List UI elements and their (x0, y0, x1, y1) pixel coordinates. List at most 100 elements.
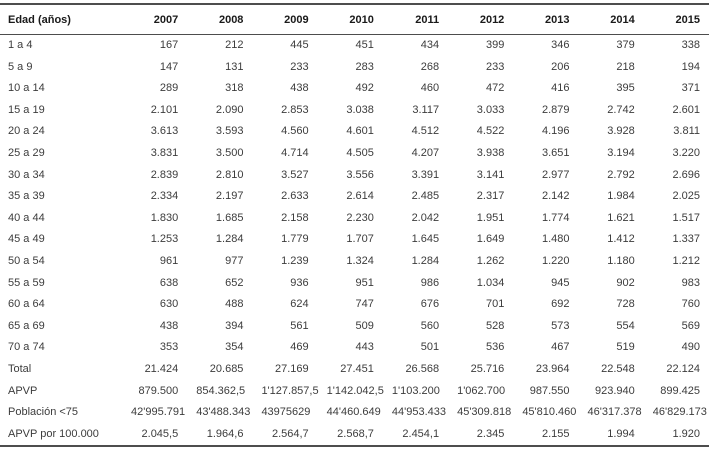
value-cell: 3.613 (150, 125, 179, 138)
value-cell: 4.207 (411, 146, 440, 159)
value-cell: 652 (225, 276, 244, 289)
table-header: Edad (años) 2007 2008 2009 2010 2011 201… (0, 4, 709, 35)
value-cell: 1'062.700 (457, 384, 506, 397)
value-cell: 2.230 (346, 211, 374, 224)
value-cell: 923.940 (594, 384, 635, 397)
value-cell: 1.951 (476, 211, 505, 224)
header-year-2012: 2012 (448, 4, 514, 35)
value-cell: 43975629 (261, 406, 311, 419)
value-cell: 2.568,7 (337, 427, 374, 440)
value-cell: 4.560 (281, 125, 309, 138)
value-cell: 4.196 (542, 125, 570, 138)
value-cell: 2.601 (672, 103, 700, 116)
value-cell: 43'488.343 (196, 406, 251, 419)
value-cell: 2.792 (607, 168, 635, 181)
table-row: 65 a 69 438 394 561 509 560 528 573 554 569 (0, 316, 709, 338)
value-cell: 2.317 (476, 190, 505, 203)
value-cell: 1'142.042,5 (326, 384, 384, 397)
value-cell: 1.253 (150, 233, 179, 246)
table-row: Población <75 42'995.791 43'488.343 4397562… (0, 402, 709, 424)
row-label: APVP (8, 384, 38, 397)
table-row: Total 21.424 20.685 27.169 27.451 26.568 25.71… (0, 359, 709, 381)
value-cell: 1'103.200 (391, 384, 440, 397)
header-row: Edad (años) 2007 2008 2009 2010 2011 201… (0, 4, 709, 35)
value-cell: 1.239 (281, 254, 309, 267)
value-cell: 147 (159, 60, 179, 73)
value-cell: 467 (551, 341, 570, 354)
value-cell: 25.716 (470, 362, 505, 375)
value-cell: 2.614 (346, 190, 374, 203)
value-cell: 1.964,6 (206, 427, 244, 440)
value-cell: 44'953.433 (391, 406, 446, 419)
value-cell: 26.568 (405, 362, 440, 375)
value-cell: 438 (290, 82, 309, 95)
value-cell: 42'995.791 (131, 406, 186, 419)
value-cell: 2.564,7 (271, 427, 309, 440)
value-cell: 2.042 (411, 211, 440, 224)
value-cell: 45'810.460 (522, 406, 577, 419)
header-year-2010: 2010 (317, 4, 383, 35)
value-cell: 212 (225, 39, 244, 51)
value-cell: 1.920 (672, 427, 700, 440)
value-cell: 1.984 (607, 190, 635, 203)
table-row: 1 a 4 167 212 445 451 434 399 346 379 338 (0, 35, 709, 57)
value-cell: 692 (551, 298, 570, 311)
table-row: 40 a 44 1.830 1.685 2.158 2.230 2.042 1.951 1.7… (0, 208, 709, 230)
header-year-2015: 2015 (643, 4, 709, 35)
row-label: 20 a 24 (8, 125, 45, 138)
row-label: 65 a 69 (8, 319, 45, 332)
value-cell: 2.839 (150, 168, 179, 181)
value-cell: 951 (355, 276, 374, 289)
header-year-2008: 2008 (187, 4, 253, 35)
table-row: APVP por 100.000 2.045,5 1.964,6 2.564,7 2.5… (0, 424, 709, 447)
header-year-2007: 2007 (122, 4, 188, 35)
value-cell: 1'127.857,5 (261, 384, 319, 397)
value-cell: 1.220 (542, 254, 570, 267)
table-row: 5 a 9 147 131 233 283 268 233 206 218 194 (0, 57, 709, 79)
value-cell: 2.334 (150, 190, 179, 203)
value-cell: 747 (355, 298, 374, 311)
value-cell: 3.141 (476, 168, 505, 181)
header-year-2011: 2011 (382, 4, 449, 35)
value-cell: 233 (485, 60, 505, 73)
value-cell: 638 (159, 276, 179, 289)
value-cell: 2.810 (215, 168, 244, 181)
value-cell: 283 (355, 60, 374, 73)
value-cell: 2.485 (411, 190, 440, 203)
header-year-2014: 2014 (578, 4, 644, 35)
table-row: 60 a 64 630 488 624 747 676 701 692 728 760 (0, 294, 709, 316)
table-row: 20 a 24 3.613 3.593 4.560 4.601 4.512 4.522 4.1… (0, 121, 709, 143)
value-cell: 45'309.818 (457, 406, 512, 419)
value-cell: 492 (355, 82, 374, 95)
row-label: 5 a 9 (8, 60, 33, 73)
table-row: 45 a 49 1.253 1.284 1.779 1.707 1.645 1.649 1.4… (0, 229, 709, 251)
table-body: 1 a 4 167 212 445 451 434 399 346 379 338 5 a 9 147… (0, 35, 709, 447)
value-cell: 2.879 (542, 103, 570, 116)
value-cell: 3.391 (411, 168, 440, 181)
value-cell: 354 (225, 341, 244, 354)
value-cell: 902 (616, 276, 635, 289)
value-cell: 554 (616, 319, 635, 332)
value-cell: 1.212 (672, 254, 700, 267)
value-cell: 218 (616, 60, 635, 73)
value-cell: 490 (681, 341, 700, 354)
value-cell: 27.451 (340, 362, 374, 375)
value-cell: 338 (681, 39, 700, 51)
row-label: Población <75 (8, 406, 79, 419)
value-cell: 27.169 (275, 362, 309, 375)
value-cell: 3.928 (607, 125, 635, 138)
value-cell: 23.964 (535, 362, 570, 375)
value-cell: 394 (225, 319, 244, 332)
value-cell: 22.124 (666, 362, 700, 375)
value-cell: 3.117 (412, 103, 440, 116)
value-cell: 569 (681, 319, 700, 332)
value-cell: 501 (420, 341, 440, 354)
value-cell: 434 (420, 39, 440, 51)
value-cell: 395 (616, 82, 635, 95)
value-cell: 3.811 (673, 125, 700, 138)
value-cell: 353 (159, 341, 179, 354)
value-cell: 519 (616, 341, 635, 354)
value-cell: 488 (225, 298, 244, 311)
value-cell: 1.685 (215, 211, 244, 224)
header-age-label: Edad (años) (0, 4, 122, 35)
